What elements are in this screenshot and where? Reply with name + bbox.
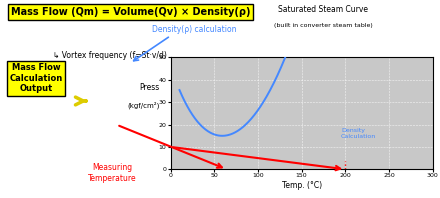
Text: (kgf/cm²): (kgf/cm²)	[127, 101, 160, 109]
Text: Saturated Steam Curve: Saturated Steam Curve	[279, 5, 368, 14]
Text: Density
Calculation: Density Calculation	[341, 128, 376, 139]
Text: Density(ρ) calculation: Density(ρ) calculation	[152, 25, 236, 34]
Text: Mass Flow
Calculation
Output: Mass Flow Calculation Output	[10, 63, 63, 93]
Text: Measuring
Temperature: Measuring Temperature	[88, 163, 136, 183]
Text: Mass Flow (Qm) = Volume(Qv) × Density(ρ): Mass Flow (Qm) = Volume(Qv) × Density(ρ)	[11, 7, 250, 17]
X-axis label: Temp. (°C): Temp. (°C)	[282, 181, 322, 190]
Text: ↳ Vortex frequency (f=St·v/d): ↳ Vortex frequency (f=St·v/d)	[53, 51, 167, 60]
Text: Press: Press	[139, 83, 160, 92]
Text: (built in converter steam table): (built in converter steam table)	[274, 23, 373, 28]
